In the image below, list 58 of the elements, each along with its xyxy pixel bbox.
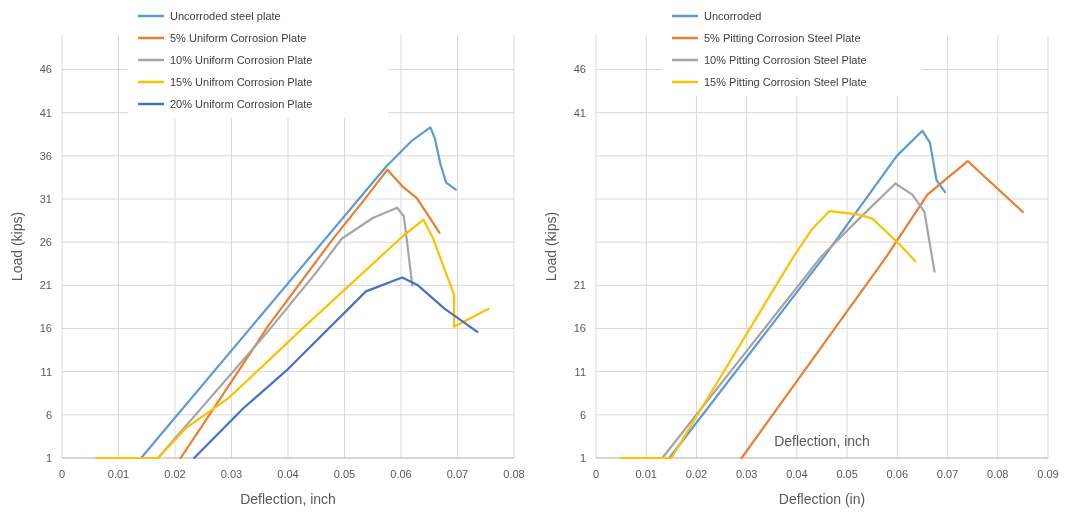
line-series — [94, 218, 490, 460]
x-tick-label: 0.08 — [503, 468, 525, 480]
x-tick-label: 0.02 — [164, 468, 186, 480]
x-tick-label: 0.08 — [987, 468, 1009, 480]
x-tick-label: 0.05 — [836, 468, 858, 480]
legend-label: 20% Uniform Corrosion Plate — [170, 97, 313, 110]
y-tick-label: 41 — [39, 106, 52, 119]
line-series — [620, 210, 917, 460]
y-tick-label: 46 — [573, 63, 586, 76]
y-tick-label: 16 — [39, 322, 52, 335]
legend-label: 10% Uniform Corrosion Plate — [170, 53, 313, 66]
x-tick-label: 0.02 — [685, 468, 708, 480]
x-tick-label: 0 — [58, 468, 66, 480]
y-axis-title: Load (kips) — [9, 211, 25, 282]
legend-label: 5% Pitting Corrosion Steel Plate — [704, 31, 861, 44]
x-tick-label: 0.09 — [1037, 468, 1059, 480]
legend-label: 15% Unifrom Corrosion Plate — [170, 75, 313, 88]
line-series — [179, 168, 441, 460]
x-tick-label: 0.06 — [390, 468, 412, 480]
legend-label: Uncorroded steel plate — [170, 9, 281, 22]
legend-label: Uncorroded — [704, 9, 762, 22]
legend-label: 10% Pitting Corrosion Steel Plate — [704, 53, 867, 66]
y-tick-label: 21 — [573, 279, 586, 292]
y-tick-label: 11 — [574, 365, 586, 378]
x-tick-label: 0.07 — [446, 468, 469, 480]
line-series — [740, 159, 1024, 460]
x-tick-label: 0.04 — [786, 468, 808, 480]
y-tick-label: 36 — [39, 149, 52, 162]
legend-label: 15% Pitting Corrosion Steel Plate — [704, 75, 867, 88]
legend-label: 5% Uniform Corrosion Plate — [170, 31, 307, 44]
x-tick-label: 0.04 — [277, 468, 299, 480]
y-tick-label: 31 — [39, 192, 52, 205]
x-tick-label: 0.01 — [635, 468, 657, 480]
line-series — [668, 129, 947, 460]
y-tick-label: 21 — [39, 279, 52, 292]
x-axis-title: Deflection (in) — [778, 491, 866, 507]
line-series — [140, 126, 457, 460]
y-tick-label: 26 — [39, 236, 52, 249]
y-tick-label: 6 — [45, 408, 52, 421]
x-tick-label: 0 — [592, 468, 600, 480]
y-tick-label: 6 — [579, 408, 586, 421]
y-tick-label: 1 — [579, 451, 586, 464]
x-tick-label: 0.05 — [333, 468, 356, 480]
line-series — [661, 182, 936, 460]
y-tick-label: 46 — [39, 63, 52, 76]
line-series — [193, 276, 479, 460]
x-tick-label: 0.01 — [107, 468, 130, 480]
x-tick-label: 0.03 — [220, 468, 243, 480]
x-tick-label: 0.06 — [886, 468, 909, 480]
y-tick-label: 41 — [573, 106, 586, 119]
annotation: Deflection, inch — [774, 433, 870, 449]
x-tick-label: 0.03 — [735, 468, 758, 480]
x-axis-title: Deflection, inch — [240, 491, 336, 507]
y-tick-label: 11 — [40, 365, 52, 378]
y-tick-label: 1 — [45, 451, 52, 464]
y-axis-title: Load (kips) — [543, 211, 559, 282]
x-tick-label: 0.07 — [936, 468, 959, 480]
y-tick-label: 16 — [573, 322, 586, 335]
